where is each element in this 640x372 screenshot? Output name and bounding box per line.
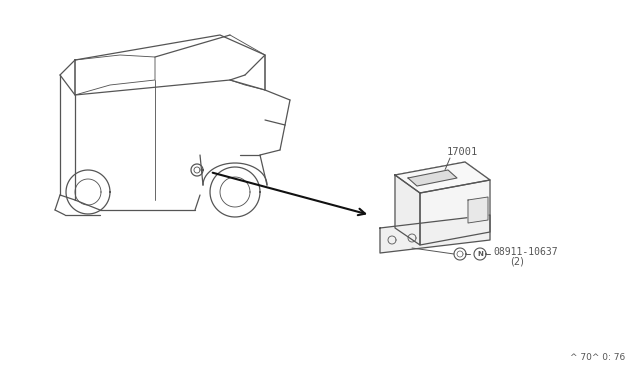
Text: 08911-10637: 08911-10637 bbox=[493, 247, 557, 257]
Text: ^ 70^ 0: 76: ^ 70^ 0: 76 bbox=[570, 353, 625, 362]
Text: N: N bbox=[477, 251, 483, 257]
Text: (2): (2) bbox=[510, 256, 524, 266]
Text: 17001: 17001 bbox=[447, 147, 478, 157]
Polygon shape bbox=[420, 180, 490, 245]
Polygon shape bbox=[468, 197, 488, 223]
Polygon shape bbox=[408, 170, 457, 186]
Polygon shape bbox=[395, 175, 420, 245]
Polygon shape bbox=[395, 162, 490, 193]
Polygon shape bbox=[380, 215, 490, 253]
